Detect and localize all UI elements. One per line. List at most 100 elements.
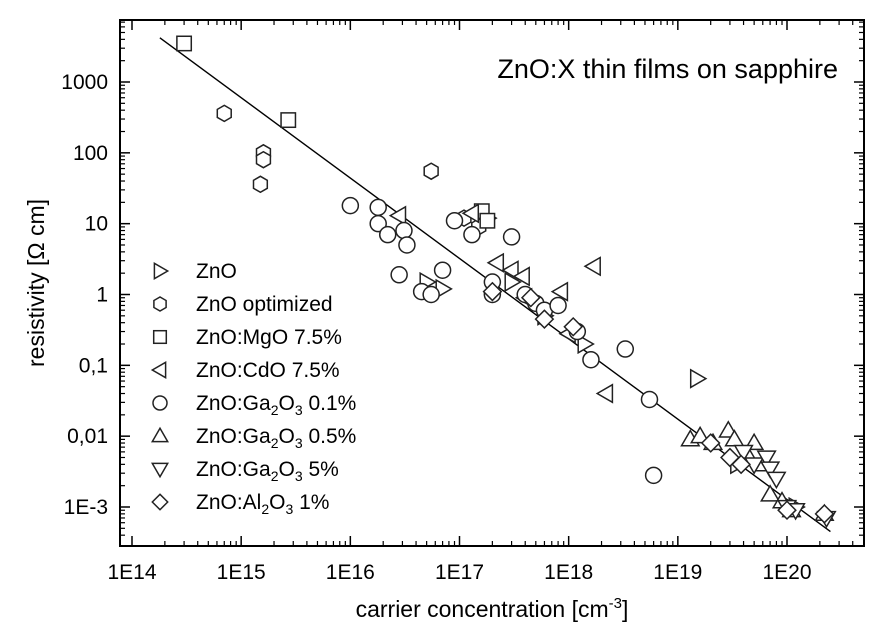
data-point-triangle-left — [501, 260, 519, 281]
data-point-circle — [502, 228, 521, 246]
legend-label-part: O — [269, 491, 285, 514]
data-point-circle — [549, 296, 567, 315]
data-point-diamond — [814, 504, 835, 524]
legend-label-part: ZnO:Al — [196, 491, 261, 514]
x-tick-label: 1E17 — [435, 561, 484, 584]
data-point-circle — [640, 390, 659, 409]
legend-label-part: 2 — [271, 435, 279, 451]
data-point-circle — [395, 221, 413, 240]
legend-label-part: 0.1% — [303, 392, 357, 415]
data-point-diamond — [534, 309, 555, 329]
data-point-diamond — [777, 500, 797, 521]
data-point-circle — [616, 340, 635, 358]
legend-label: ZnO:Ga2O3 0.1% — [196, 392, 356, 418]
y-tick-label: 1000 — [61, 71, 108, 94]
legend-label-part: 2 — [261, 501, 269, 517]
data-point-triangle-right — [689, 368, 708, 389]
y-tick-label: 100 — [73, 142, 108, 165]
legend-label: ZnO:CdO 7.5% — [196, 359, 340, 382]
legend-marker-square — [152, 329, 168, 345]
data-point-circle — [378, 225, 397, 244]
chart-title: ZnO:X thin films on sapphire — [497, 54, 838, 84]
x-tick-label: 1E16 — [326, 561, 375, 584]
legend-label-part: 3 — [286, 501, 294, 517]
data-point-circle — [369, 198, 387, 217]
x-tick-label: 1E20 — [762, 561, 811, 584]
y-tick-label: 1E-3 — [64, 496, 108, 519]
data-point-triangle-left — [486, 252, 505, 273]
data-point-circle — [463, 225, 481, 244]
data-point-square — [280, 112, 297, 129]
axis-ticks — [120, 20, 864, 546]
legend-marker-triangle-down — [150, 462, 170, 479]
data-point-triangle-down — [756, 450, 777, 468]
x-axis-label-end: ] — [622, 596, 628, 622]
data-point-triangle-right — [504, 271, 522, 293]
data-point-diamond — [731, 454, 751, 475]
legend-label-part: O — [279, 458, 295, 481]
data-point-hexagon — [255, 150, 272, 169]
x-axis-label-main: carrier concentration [cm — [356, 596, 609, 622]
legend-label-part: ZnO:Ga — [196, 458, 271, 481]
data-point-circle — [390, 266, 408, 284]
data-point-hexagon — [216, 104, 232, 123]
legend-label: ZnO:Al2O3 1% — [196, 491, 329, 517]
legend-marker-hexagon — [153, 296, 167, 312]
y-tick-label: 10 — [85, 213, 108, 236]
legend-label: ZnO optimized — [196, 293, 333, 316]
legend-label-part: 0.5% — [303, 425, 357, 448]
legend-label-part: ZnO — [196, 260, 237, 283]
data-point-diamond — [520, 287, 541, 308]
data-point-triangle-down — [766, 471, 787, 490]
legend-marker-triangle-right — [153, 261, 170, 281]
legend-label-part: ZnO:Ga — [196, 392, 271, 415]
y-tick-labels: 1000 100 10 1 0,1 0,01 1E-3 — [61, 71, 108, 519]
data-point-circle — [398, 236, 416, 254]
data-point-triangle-up — [759, 484, 781, 502]
x-tick-label: 1E18 — [544, 561, 593, 584]
legend-label: ZnO:Ga2O3 0.5% — [196, 425, 356, 451]
x-tick-label: 1E19 — [653, 561, 702, 584]
legend-label-part: 3 — [295, 402, 303, 418]
x-tick-label: 1E14 — [107, 561, 156, 584]
x-axis-label-sup: -3 — [609, 595, 622, 612]
legend-label: ZnO — [196, 260, 237, 283]
data-point-circle — [422, 285, 440, 304]
legend-label-part: O — [279, 392, 295, 415]
x-tick-label: 1E15 — [217, 561, 266, 584]
legend-label-part: 2 — [271, 402, 279, 418]
data-point-hexagon — [423, 162, 439, 181]
legend-label: ZnO:Ga2O3 5% — [196, 458, 339, 484]
x-axis-label: carrier concentration [cm-3] — [356, 595, 629, 622]
legend-label-part: ZnO optimized — [196, 293, 333, 316]
legend: ZnO ZnO optimized ZnO:MgO 7.5% ZnO:CdO 7.5%… — [150, 260, 356, 517]
x-tick-labels: 1E14 1E15 1E16 1E17 1E18 1E19 1E20 — [107, 561, 811, 584]
data-point-diamond — [482, 281, 503, 302]
legend-label-part: O — [279, 425, 295, 448]
legend-marker-circle — [152, 395, 168, 411]
data-point-diamond — [563, 316, 584, 337]
legend-label-part: ZnO:CdO 7.5% — [196, 359, 340, 382]
y-axis-label: resistivity [Ω cm] — [23, 199, 49, 367]
data-point-triangle-down — [759, 461, 781, 479]
legend-label-part: 2 — [271, 468, 279, 484]
legend-label-part: ZnO:Ga — [196, 425, 271, 448]
data-point-circle — [644, 466, 663, 485]
legend-marker-triangle-up — [150, 426, 170, 443]
data-points — [176, 35, 837, 529]
data-point-triangle-right — [577, 333, 595, 355]
data-point-square — [479, 212, 496, 229]
data-point-hexagon — [252, 175, 269, 194]
data-point-circle — [369, 214, 387, 233]
data-point-circle — [341, 196, 360, 215]
legend-label: ZnO:MgO 7.5% — [196, 326, 342, 349]
data-point-circle — [582, 350, 600, 369]
data-point-triangle-left — [595, 383, 614, 404]
data-point-diamond — [700, 433, 721, 453]
legend-label-part: 3 — [295, 435, 303, 451]
legend-label-part: 5% — [303, 458, 339, 481]
legend-marker-triangle-left — [150, 360, 167, 380]
legend-label-part: 1% — [293, 491, 329, 514]
data-point-square — [176, 35, 193, 52]
